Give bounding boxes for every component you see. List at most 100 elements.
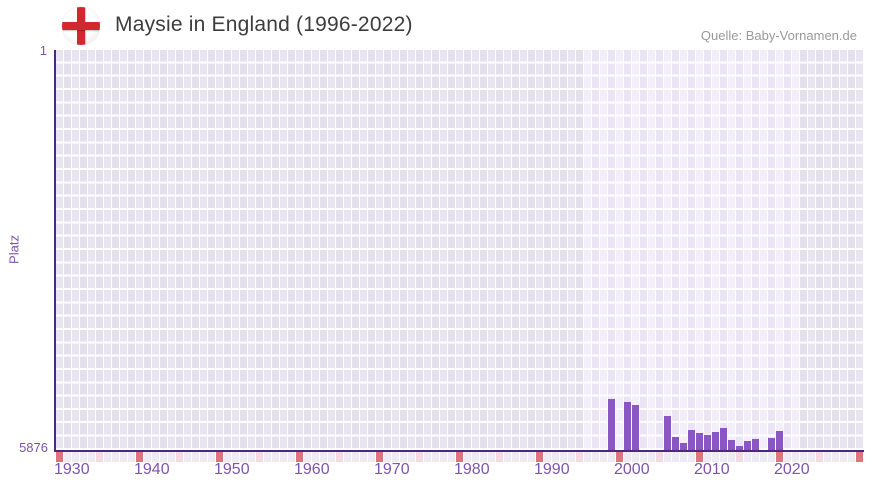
ruler-cell-1942 — [151, 452, 159, 462]
bar-2011[interactable] — [703, 435, 711, 450]
ruler-cell-1963 — [319, 452, 327, 462]
bar-2019[interactable] — [767, 438, 775, 450]
ruler-cell-1993 — [559, 452, 567, 462]
ruler-cell-1989 — [527, 452, 535, 462]
y-axis-line — [54, 50, 56, 452]
ruler-cell-1955 — [255, 452, 263, 462]
bar-2001[interactable] — [623, 401, 631, 450]
ruler-cell-2026 — [823, 452, 831, 462]
ruler-cell-1932 — [71, 452, 79, 462]
ruler-cell-1966 — [343, 452, 351, 462]
ruler-cell-2004 — [647, 452, 655, 462]
ruler-cell-2002 — [631, 452, 639, 462]
chart-title: Maysie in England (1996-2022) — [115, 13, 413, 36]
ruler-cell-1965 — [335, 452, 343, 462]
ruler-cell-2030 — [855, 452, 863, 462]
ruler-cell-2011 — [703, 452, 711, 462]
ruler-cell-1983 — [479, 452, 487, 462]
ruler-cell-1959 — [287, 452, 295, 462]
ruler-cell-1981 — [463, 452, 471, 462]
ruler-cell-1997 — [591, 452, 599, 462]
x-tick-label-1960: 1960 — [294, 461, 330, 478]
ruler-cell-1968 — [359, 452, 367, 462]
bar-2012[interactable] — [711, 431, 719, 450]
bar-2015[interactable] — [735, 446, 743, 450]
bar-2006[interactable] — [663, 415, 671, 450]
ruler-cell-1937 — [111, 452, 119, 462]
ruler-cell-1943 — [159, 452, 167, 462]
bar-2013[interactable] — [719, 427, 727, 450]
ruler-cell-1941 — [143, 452, 151, 462]
ruler-cell-1939 — [127, 452, 135, 462]
ruler-cell-1971 — [383, 452, 391, 462]
ruler-cell-1957 — [271, 452, 279, 462]
y-axis-label-top: 1 — [39, 43, 47, 58]
ruler-cell-2019 — [767, 452, 775, 462]
x-tick-label-2000: 2000 — [614, 461, 650, 478]
bar-2014[interactable] — [727, 440, 735, 450]
ruler-cell-1950 — [215, 452, 223, 462]
ruler-cell-1958 — [279, 452, 287, 462]
x-tick-label-1980: 1980 — [454, 461, 490, 478]
ruler-cell-1930 — [55, 452, 63, 462]
ruler-cell-1962 — [311, 452, 319, 462]
ruler-cell-2018 — [759, 452, 767, 462]
ruler-cell-1956 — [263, 452, 271, 462]
ruler-cell-1969 — [367, 452, 375, 462]
ruler-cell-1998 — [599, 452, 607, 462]
bar-1999[interactable] — [607, 399, 615, 450]
ruler-cell-1951 — [223, 452, 231, 462]
bar-2002[interactable] — [631, 405, 639, 450]
ruler-cell-1938 — [119, 452, 127, 462]
x-tick-label-1950: 1950 — [214, 461, 250, 478]
ruler-cell-2005 — [655, 452, 663, 462]
ruler-cell-1972 — [391, 452, 399, 462]
ruler-cell-1945 — [175, 452, 183, 462]
bar-2016[interactable] — [743, 441, 751, 450]
ruler-cell-1953 — [239, 452, 247, 462]
ruler-cell-2023 — [799, 452, 807, 462]
england-flag-icon — [62, 7, 100, 45]
ruler-cell-2028 — [839, 452, 847, 462]
y-axis-title: Platz — [6, 235, 22, 264]
x-tick-label-2020: 2020 — [774, 461, 810, 478]
ruler-cell-2000 — [615, 452, 623, 462]
ruler-cell-2025 — [815, 452, 823, 462]
ruler-cell-1980 — [455, 452, 463, 462]
flag-cross-horizontal — [62, 22, 100, 30]
bar-2010[interactable] — [695, 432, 703, 450]
x-tick-label-1970: 1970 — [374, 461, 410, 478]
ruler-cell-2006 — [663, 452, 671, 462]
ruler-cell-1964 — [327, 452, 335, 462]
ruler-cell-1991 — [543, 452, 551, 462]
ruler-cell-1961 — [303, 452, 311, 462]
bar-2009[interactable] — [687, 429, 695, 450]
bar-2020[interactable] — [775, 430, 783, 450]
ruler-cell-2014 — [727, 452, 735, 462]
bar-2008[interactable] — [679, 443, 687, 450]
y-axis-label-bottom: 5876 — [19, 440, 48, 455]
bar-2007[interactable] — [671, 437, 679, 450]
x-axis-line — [54, 450, 864, 452]
ruler-cell-1946 — [183, 452, 191, 462]
ruler-cell-2020 — [775, 452, 783, 462]
x-tick-label-1990: 1990 — [534, 461, 570, 478]
ruler-cell-1982 — [471, 452, 479, 462]
ruler-cell-1979 — [447, 452, 455, 462]
ruler-cell-1954 — [247, 452, 255, 462]
x-tick-label-1930: 1930 — [54, 461, 90, 478]
plot-area — [55, 50, 863, 450]
ruler-cell-1975 — [415, 452, 423, 462]
ruler-cell-2010 — [695, 452, 703, 462]
ruler-cell-2015 — [735, 452, 743, 462]
ruler-cell-1995 — [575, 452, 583, 462]
ruler-cell-2016 — [743, 452, 751, 462]
ruler-cell-1931 — [63, 452, 71, 462]
ruler-cell-1940 — [135, 452, 143, 462]
ruler-cell-2021 — [783, 452, 791, 462]
ruler-cell-1992 — [551, 452, 559, 462]
x-tick-label-1940: 1940 — [134, 461, 170, 478]
ruler-cell-1970 — [375, 452, 383, 462]
ruler-cell-1973 — [399, 452, 407, 462]
bar-2017[interactable] — [751, 439, 759, 450]
